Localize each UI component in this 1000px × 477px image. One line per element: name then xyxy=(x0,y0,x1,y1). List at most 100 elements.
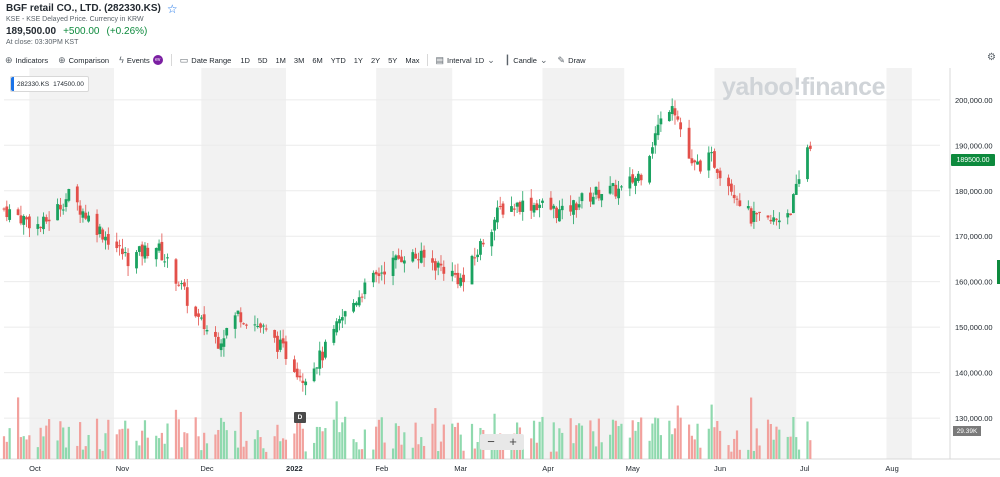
volume-bar xyxy=(600,442,603,459)
range-max[interactable]: Max xyxy=(405,55,420,65)
candle-body xyxy=(104,236,107,241)
volume-bar xyxy=(758,445,761,459)
volume-bar xyxy=(59,421,62,459)
x-tick-label: Aug xyxy=(885,464,898,473)
volume-bar xyxy=(177,419,180,459)
candle-body xyxy=(636,173,640,181)
candle-body xyxy=(214,331,217,337)
range-ytd[interactable]: YTD xyxy=(330,55,346,65)
candle-body xyxy=(304,381,308,386)
volume-bar xyxy=(679,417,682,459)
volume-bar xyxy=(200,450,203,459)
price-change-percent: (+0.26%) xyxy=(106,26,148,37)
volume-bar xyxy=(259,437,262,459)
x-tick-label: Mar xyxy=(454,464,467,473)
candle-body xyxy=(115,241,119,249)
range-1d[interactable]: 1D xyxy=(240,55,250,65)
candle-body xyxy=(479,241,482,255)
zoom-in-button[interactable]: + xyxy=(509,434,517,449)
x-tick-label: Apr xyxy=(542,464,554,473)
dividend-marker[interactable]: D xyxy=(294,412,306,423)
range-1m[interactable]: 1M xyxy=(275,55,286,65)
volume-bar xyxy=(747,449,750,459)
candle-body xyxy=(174,259,178,284)
range-5d[interactable]: 5D xyxy=(257,55,268,65)
price-chart[interactable]: 200,000.00 190,000.00 180,000.00 170,000.00… xyxy=(0,68,1000,477)
draw-label: Draw xyxy=(568,55,586,65)
volume-label: 29.39K xyxy=(953,426,981,436)
volume-bar xyxy=(324,428,327,459)
volume-bar xyxy=(313,442,316,459)
volume-bar xyxy=(690,435,694,459)
volume-bar xyxy=(332,419,335,459)
volume-bar xyxy=(752,450,756,459)
candle-body xyxy=(450,270,454,277)
candle-body xyxy=(146,247,150,257)
month-shade xyxy=(714,68,797,459)
lightning-icon: ϟ xyxy=(119,55,124,65)
candle-body xyxy=(746,206,750,209)
volume-bar xyxy=(391,448,395,459)
candle-body xyxy=(572,200,575,215)
volume-bar xyxy=(628,437,631,459)
range-5y[interactable]: 5Y xyxy=(388,55,398,65)
candle-body xyxy=(557,209,561,222)
candle-body xyxy=(470,255,474,285)
date-range-button[interactable]: ▭ Date Range xyxy=(175,55,237,66)
zoom-out-button[interactable]: − xyxy=(487,434,495,449)
candle-body xyxy=(323,341,327,358)
range-1y[interactable]: 1Y xyxy=(353,55,363,65)
range-2y[interactable]: 2Y xyxy=(370,55,381,65)
candle-body xyxy=(377,273,381,277)
volume-bar xyxy=(476,442,479,459)
scroll-handle[interactable] xyxy=(997,260,1000,284)
stock-title: BGF retail CO., LTD. (282330.KS) xyxy=(6,3,161,14)
calendar-icon: ▭ xyxy=(179,54,189,65)
volume-bar xyxy=(180,447,183,459)
range-6m[interactable]: 6M xyxy=(312,55,323,65)
candle-body xyxy=(597,189,601,199)
volume-bar xyxy=(318,426,321,459)
volume-bar xyxy=(434,408,437,459)
events-button[interactable]: ϟ Events ev xyxy=(114,55,168,65)
month-shade xyxy=(886,68,912,459)
candle-body xyxy=(5,206,9,218)
volume-bar xyxy=(470,423,474,459)
candle-body xyxy=(659,118,663,125)
current-price: 189,500.00 xyxy=(6,26,57,37)
candle-body xyxy=(758,211,761,213)
volume-bar xyxy=(552,422,555,459)
quote-header: BGF retail CO., LTD. (282330.KS) ☆ KSE -… xyxy=(6,1,178,47)
candle-body xyxy=(242,323,246,325)
range-3m[interactable]: 3M xyxy=(293,55,305,65)
candle-body xyxy=(371,272,375,283)
series-value: 174500.00 xyxy=(53,80,84,88)
volume-bar xyxy=(265,451,268,459)
star-icon[interactable]: ☆ xyxy=(166,1,178,16)
volume-bar xyxy=(253,439,257,459)
candle-body xyxy=(552,205,556,209)
interval-select[interactable]: ▤ Interval 1D ⌄ xyxy=(431,55,500,66)
x-tick-label: Dec xyxy=(200,464,214,473)
candle-body xyxy=(177,284,181,286)
candle-body xyxy=(295,368,299,378)
y-tick-label: 130,000.00 xyxy=(955,414,993,423)
volume-bar xyxy=(276,424,279,459)
candle-body xyxy=(281,338,285,344)
candle-body xyxy=(166,257,169,259)
comparison-button[interactable]: ⊕ Comparison xyxy=(53,55,114,66)
x-tick-label: Jul xyxy=(800,464,810,473)
chart-style-select[interactable]: ┃ Candle ⌄ xyxy=(500,55,553,66)
candle-body xyxy=(727,177,730,187)
candle-body xyxy=(670,106,674,115)
series-tag[interactable]: 282330.KS 174500.00 xyxy=(10,76,89,92)
gear-icon[interactable]: ⚙ xyxy=(987,52,996,63)
draw-button[interactable]: ✎ Draw xyxy=(553,55,591,66)
indicators-button[interactable]: ⊕ Indicators xyxy=(0,55,53,66)
candle-body xyxy=(197,313,200,317)
candle-body xyxy=(653,133,657,146)
volume-bar xyxy=(84,446,87,459)
volume-bar xyxy=(338,432,341,459)
volume-bar xyxy=(62,427,65,459)
candle-body xyxy=(493,219,496,231)
